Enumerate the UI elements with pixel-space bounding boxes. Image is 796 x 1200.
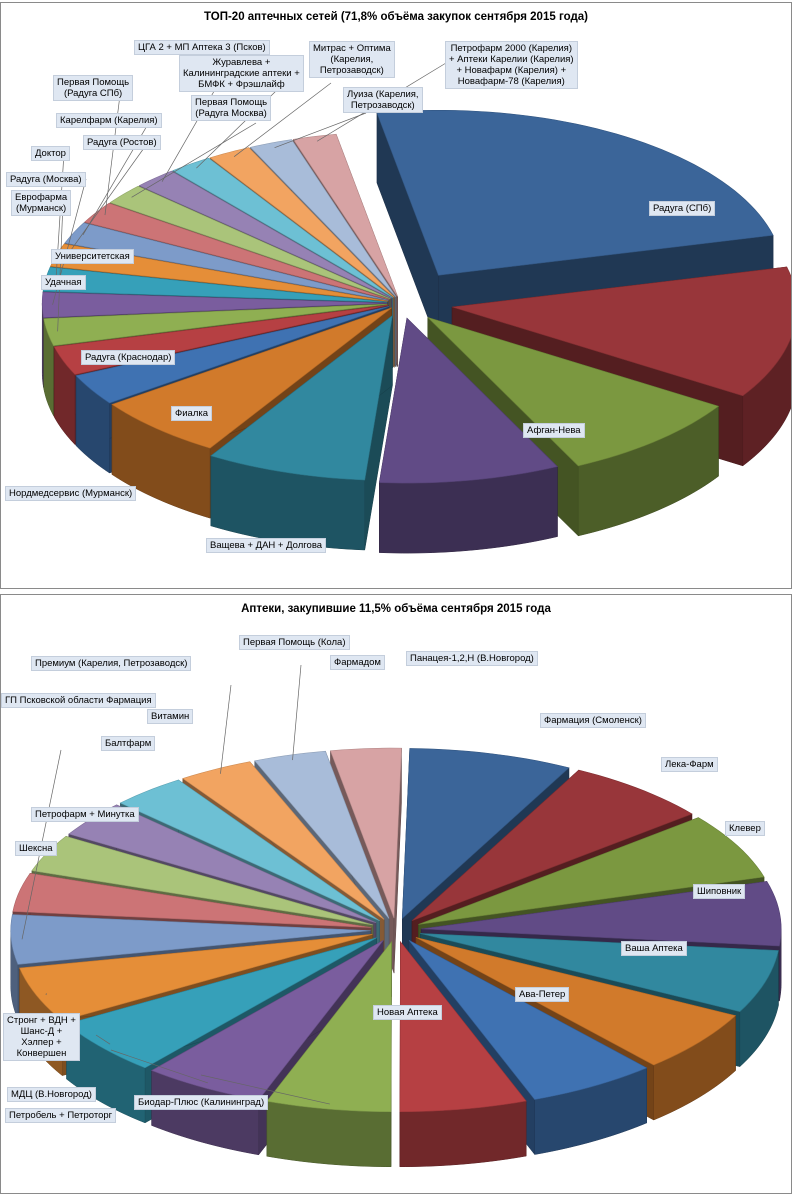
slice-label: Радуга (Москва) <box>6 172 86 187</box>
pie-chart-top <box>41 52 791 554</box>
leader-line <box>200 1074 330 1105</box>
leader-line <box>66 140 150 257</box>
slice-label: Афган-Нева <box>523 423 585 438</box>
slice-label: Еврофарма (Мурманск) <box>11 190 72 216</box>
slice-label: Балтфарм <box>101 736 156 751</box>
slice-label: Удачная <box>41 275 86 290</box>
slice-label: Петрофарм + Минутка <box>31 807 139 822</box>
slice-label: Новая Аптека <box>373 1005 442 1020</box>
slice-label: Ава-Петер <box>515 987 570 1002</box>
slice-label: ЦГА 2 + МП Аптека 3 (Псков) <box>134 40 270 55</box>
leader-line <box>274 112 367 149</box>
slice-label: Митрас + Оптима (Карелия, Петрозаводск) <box>309 41 395 78</box>
pie-slice <box>427 316 720 537</box>
chart-title-top: ТОП-20 аптечных сетей (71,8% объёма заку… <box>204 11 588 23</box>
pie-chart-bottom <box>10 664 782 1168</box>
leader-line <box>57 202 64 332</box>
slice-label: Фиалка <box>171 406 213 421</box>
slice-label: Петрофарм 2000 (Карелия) + Аптеки Карели… <box>445 41 578 89</box>
slice-label: Ващева + ДАН + Долгова <box>206 538 327 553</box>
slice-label: Панацея-1,2,Н (В.Новгород) <box>406 651 538 666</box>
slice-label: Первая Помощь (Радуга Москва) <box>191 95 272 121</box>
leader-line <box>95 1034 111 1045</box>
leader-line <box>220 684 232 774</box>
leader-line <box>104 86 122 216</box>
slice-label: ГП Псковской области Фармация <box>1 693 156 708</box>
slice-label: Лека-Фарм <box>661 757 718 772</box>
slice-label: Стронг + ВДН + Шанс-Д + Хэлпер + Конверш… <box>3 1013 80 1061</box>
chart-title-bottom: Аптеки, закупившие 11,5% объёма сентября… <box>241 603 551 615</box>
pie-slice <box>378 317 559 554</box>
slice-label: Биодар-Плюс (Калининград) <box>134 1095 269 1110</box>
slice-label: Шиповник <box>693 884 746 899</box>
slice-label: Петробель + Петроторг <box>5 1108 117 1123</box>
slice-label: Журавлева + Калининградские аптеки + БМФ… <box>179 55 304 92</box>
slice-label: Первая Помощь (Радуга СПб) <box>53 75 134 101</box>
slice-label: Фармация (Смоленск) <box>540 713 646 728</box>
slice-label: Луиза (Карелия, Петрозаводск) <box>343 87 423 113</box>
slice-label: Доктор <box>31 146 70 161</box>
slice-label: Клевер <box>725 821 765 836</box>
slice-label: Карелфарм (Карелия) <box>56 113 162 128</box>
slice-label: Первая Помощь (Кола) <box>239 635 350 650</box>
slice-label: Шексна <box>15 841 57 856</box>
slice-label: МДЦ (В.Новгород) <box>7 1087 96 1102</box>
slice-label: Радуга (Краснодар) <box>81 350 176 365</box>
slice-label: Радуга (СПб) <box>649 201 716 216</box>
pie-slice <box>210 314 393 551</box>
chart-panel-top: ТОП-20 аптечных сетей (71,8% объёма заку… <box>0 2 792 589</box>
slice-label: Университетская <box>51 249 134 264</box>
slice-label: Ваша Аптека <box>621 941 687 956</box>
slice-label: Радуга (Ростов) <box>83 135 161 150</box>
leader-line <box>292 664 302 761</box>
slice-label: Витамин <box>147 709 194 724</box>
slice-label: Фармадом <box>330 655 385 670</box>
leader-line <box>110 1049 208 1084</box>
chart-panel-bottom: Аптеки, закупившие 11,5% объёма сентября… <box>0 594 792 1194</box>
slice-label: Нордмедсервис (Мурманск) <box>5 486 137 501</box>
pie-slice <box>266 940 392 1168</box>
slice-label: Премиум (Карелия, Петрозаводск) <box>31 656 192 671</box>
leader-line <box>131 122 257 198</box>
pie-slice <box>399 940 527 1168</box>
leader-line <box>233 82 332 157</box>
